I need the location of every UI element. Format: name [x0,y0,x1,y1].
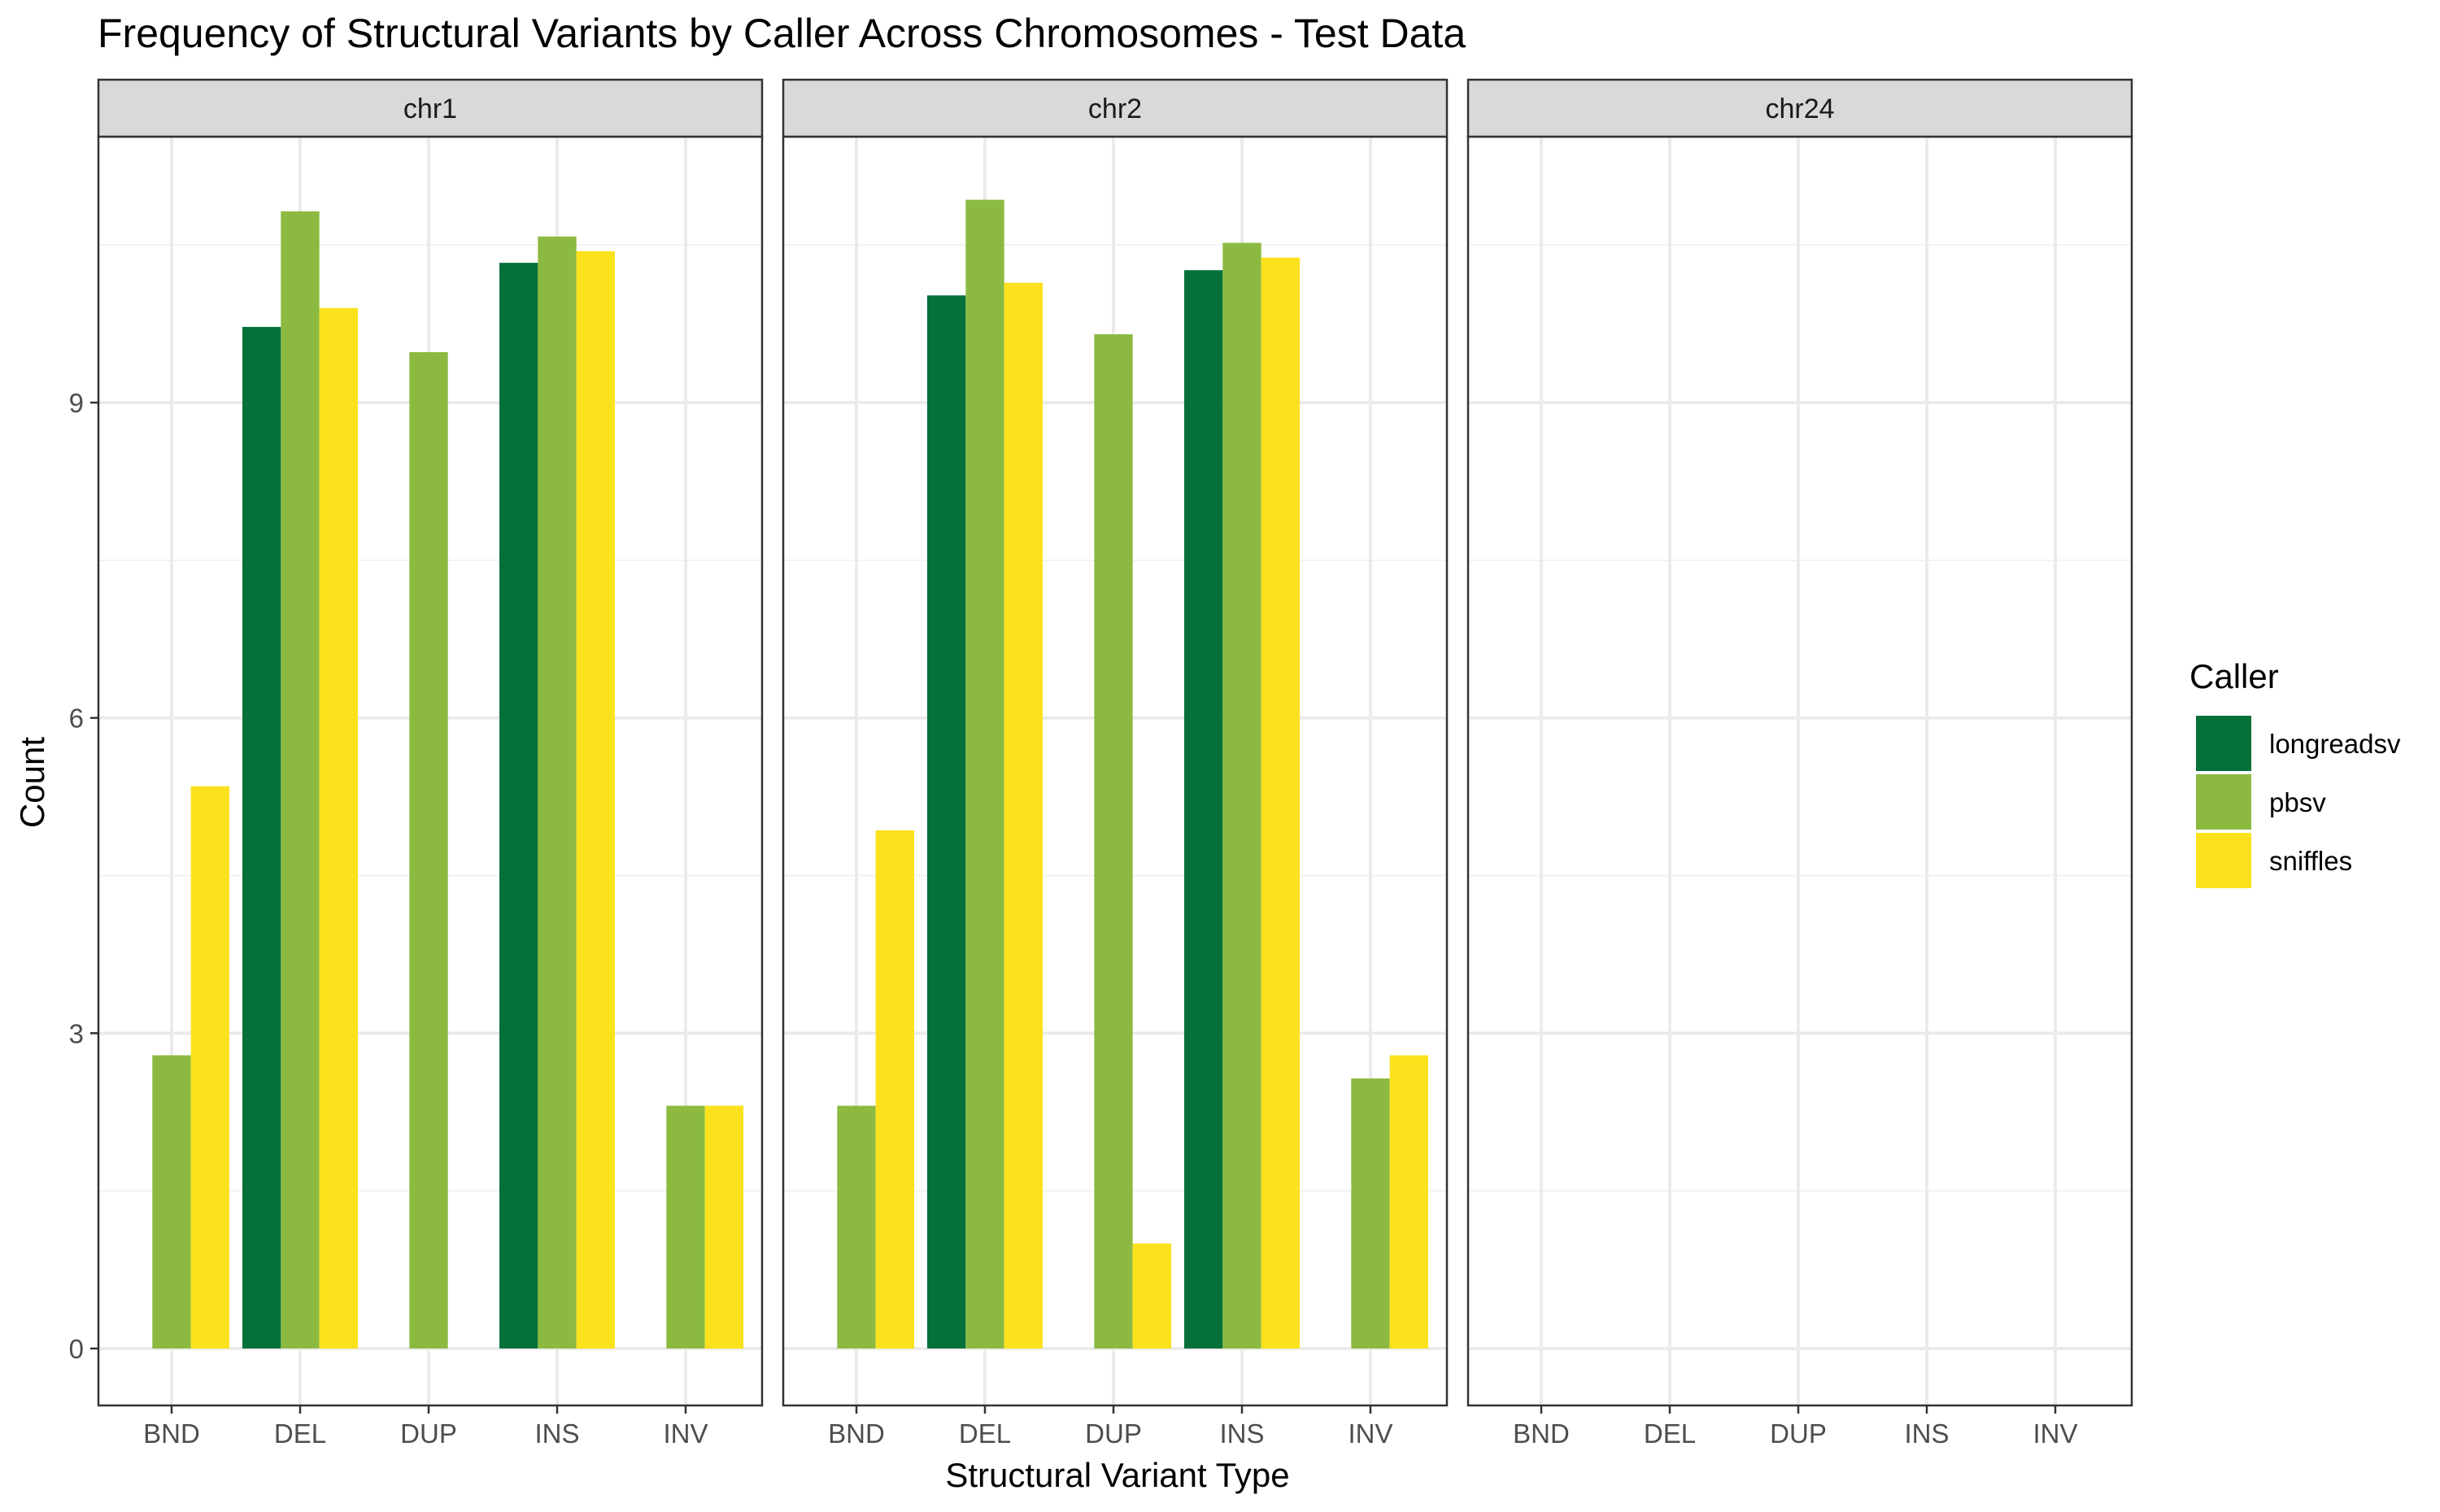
legend-label-sniffles: sniffles [2269,846,2352,876]
x-tick-label: BND [828,1418,885,1449]
facet-chr1: chr1 BND DEL DUP INS INV [97,78,764,1449]
bar-chr2-DUP-sniffles [1132,1243,1171,1349]
bar-chr1-INV-pbsv [666,1105,705,1349]
x-axis-label: Structural Variant Type [945,1456,1289,1494]
facet-strip [97,78,764,138]
x-tick-label: BND [1513,1418,1570,1449]
facet-chr2: chr2 BND DEL DUP INS INV [782,78,1449,1449]
x-tick-label: BND [143,1418,200,1449]
x-tick-label: DUP [1085,1418,1142,1449]
bar-chr2-INS-pbsv [1222,242,1261,1349]
bar-chr1-DEL-sniffles [319,307,358,1349]
x-tick-label: DUP [1770,1418,1827,1449]
x-tick-label: DEL [1644,1418,1696,1449]
y-tick-label: 6 [69,704,84,734]
legend-key-pbsv [2196,774,2251,830]
legend-title: Caller [2189,657,2279,695]
bar-chr2-BND-pbsv [837,1105,876,1349]
x-tick-label: INV [663,1418,708,1449]
bar-chr1-BND-sniffles [190,786,229,1349]
bar-chr2-DEL-longreadsv [927,295,966,1349]
x-tick-label: INS [1219,1418,1264,1449]
legend: Caller longreadsv pbsv sniffles [2189,657,2401,888]
facet-strip-label: chr2 [1088,94,1142,124]
chart-title: Frequency of Structural Variants by Call… [98,11,1466,56]
bar-chr1-DUP-pbsv [409,351,448,1349]
bar-chr2-INS-sniffles [1261,257,1300,1349]
y-tick-label: 3 [69,1018,84,1048]
y-axis: 0 3 6 9 [69,388,98,1364]
bar-chr1-INS-longreadsv [499,263,538,1349]
x-tick-label: DUP [400,1418,457,1449]
facet-chr24: chr24 BND DEL DUP INS INV [1466,78,2133,1449]
facet-strip-label: chr1 [403,94,457,124]
bar-chr2-INV-pbsv [1351,1078,1390,1349]
y-tick-label: 9 [69,388,84,418]
x-tick-label: INS [534,1418,579,1449]
bar-chr1-DEL-longreadsv [242,326,281,1349]
bar-chr1-INV-sniffles [704,1105,743,1349]
legend-label-pbsv: pbsv [2269,787,2326,817]
bar-chr1-INS-pbsv [538,236,577,1349]
bar-chr1-BND-pbsv [152,1055,191,1349]
bar-chr1-INS-sniffles [576,251,615,1349]
bar-chr2-INV-sniffles [1389,1055,1428,1349]
y-tick-label: 0 [69,1334,84,1364]
facet-strip [782,78,1449,138]
y-axis-label: Count [13,737,51,828]
x-tick-label: INV [1348,1418,1392,1449]
x-tick-label: DEL [274,1418,326,1449]
bar-chr1-DEL-pbsv [281,211,320,1349]
facet-strip [1466,78,2133,138]
bar-chr2-INS-longreadsv [1184,270,1223,1349]
legend-key-longreadsv [2196,716,2251,771]
legend-label-longreadsv: longreadsv [2269,729,2401,759]
bar-chr2-DUP-pbsv [1094,334,1133,1349]
legend-key-sniffles [2196,833,2251,888]
bar-chr2-DEL-sniffles [1004,282,1043,1349]
x-tick-label: INV [2033,1418,2077,1449]
x-tick-label: INS [1904,1418,1949,1449]
facet-strip-label: chr24 [1765,94,1834,124]
bar-chr2-BND-sniffles [875,830,914,1349]
x-tick-label: DEL [959,1418,1011,1449]
bar-chr2-DEL-pbsv [965,199,1004,1349]
